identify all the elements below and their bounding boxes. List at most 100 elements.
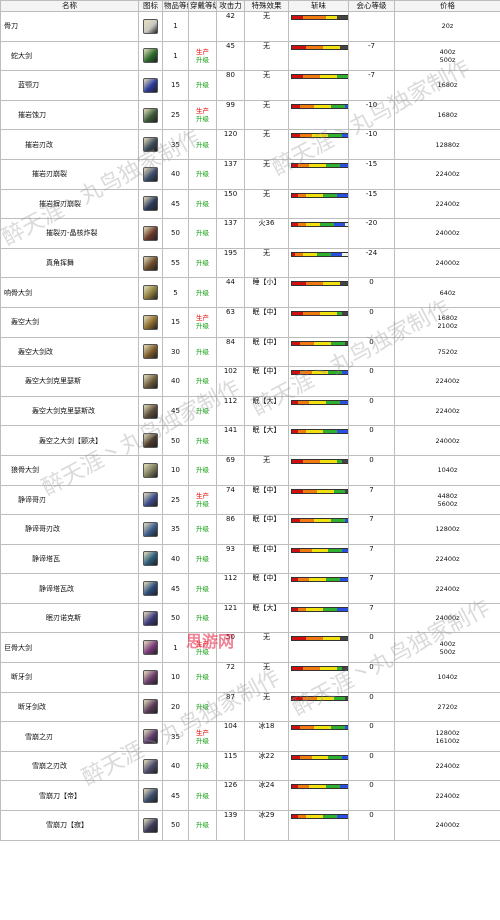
weapon-icon bbox=[143, 640, 158, 656]
craft-mode-cell: 升级 bbox=[188, 543, 217, 575]
sharpness-segment bbox=[303, 489, 318, 493]
weapon-name: 轰空之大剑【颤决】 bbox=[39, 436, 102, 445]
table-row: 雪崩刀【帝】 45 升级 126 冰24 0 22400z bbox=[0, 780, 500, 812]
craft-mode-cell: 生产 升级 bbox=[188, 484, 217, 516]
sharpness-cell bbox=[288, 602, 349, 634]
sharpness-cell bbox=[288, 277, 349, 308]
weapon-name-cell: 静谛塔瓦改 bbox=[0, 573, 139, 604]
affinity-cell: -20 bbox=[348, 218, 395, 249]
craft-mode-produce: 生产 bbox=[196, 491, 209, 500]
price-value: 1680z bbox=[437, 111, 458, 120]
sharpness-segment bbox=[300, 755, 312, 759]
sharpness-cell bbox=[288, 780, 349, 812]
craft-mode-cell: 升级 bbox=[188, 691, 217, 723]
craft-mode-upgrade: 升级 bbox=[196, 466, 209, 475]
sharpness-segment bbox=[292, 134, 301, 138]
sharpness-segment bbox=[292, 607, 298, 611]
sharpness-bar bbox=[291, 695, 348, 701]
sharpness-segment bbox=[317, 696, 334, 700]
price-value: 400z bbox=[439, 47, 456, 56]
sharpness-bar bbox=[291, 488, 348, 494]
rarity-cell: 55 bbox=[162, 247, 189, 279]
weapon-icon-cell bbox=[138, 218, 163, 249]
affinity-cell: -7 bbox=[348, 40, 395, 72]
sharpness-bar bbox=[291, 606, 348, 612]
sharpness-segment bbox=[319, 667, 337, 671]
effect-cell: 无 bbox=[244, 70, 289, 101]
rarity-cell: 25 bbox=[162, 99, 189, 131]
sharpness-bar bbox=[291, 103, 348, 109]
rarity-cell: 10 bbox=[162, 454, 189, 486]
weapon-name-cell: 雪崩之刃改 bbox=[0, 750, 139, 782]
sharpness-cell bbox=[288, 99, 349, 131]
price-value: 24000z bbox=[435, 614, 460, 623]
weapon-icon-cell bbox=[138, 40, 163, 72]
craft-mode-cell: 升级 bbox=[188, 602, 217, 634]
sharpness-segment bbox=[336, 193, 348, 197]
weapon-name: 断牙剑 bbox=[11, 673, 32, 682]
sharpness-segment bbox=[292, 400, 298, 404]
sharpness-segment bbox=[292, 16, 304, 19]
weapon-name: 响骨大剑 bbox=[4, 288, 32, 297]
effect-cell: 眠【中】 bbox=[244, 543, 289, 575]
price-value: 16100z bbox=[435, 736, 460, 745]
craft-mode-produce: 生产 bbox=[196, 314, 209, 323]
weapon-icon-cell bbox=[138, 70, 163, 101]
sharpness-segment bbox=[336, 667, 343, 671]
effect-cell: 睡【小】 bbox=[244, 277, 289, 308]
attack-cell: 141 bbox=[216, 425, 245, 456]
craft-mode-cell: 升级 bbox=[188, 129, 217, 160]
weapon-name: 摧岩蚀刀 bbox=[18, 111, 46, 120]
sharpness-segment bbox=[311, 548, 329, 552]
weapon-name: 轰空大剑改 bbox=[18, 347, 53, 356]
affinity-cell: 0 bbox=[348, 454, 395, 486]
craft-mode-upgrade: 升级 bbox=[196, 736, 209, 745]
table-body: 骨刀 1 42 无 20z 蛇大剑 1 生产 升级 45 无 -7 400z 500z 蓝颚刀 15 升级 80 无… bbox=[0, 11, 500, 841]
price-value: 22400z bbox=[435, 584, 460, 593]
header-icon: 图标 bbox=[138, 0, 163, 12]
price-cell: 24000z bbox=[394, 218, 500, 249]
craft-mode-upgrade: 升级 bbox=[196, 288, 209, 297]
rarity-cell: 50 bbox=[162, 218, 189, 249]
weapon-name-cell: 轰空大剑改 bbox=[0, 336, 139, 368]
sharpness-bar bbox=[291, 340, 348, 346]
sharpness-bar bbox=[291, 725, 348, 731]
attack-cell: 45 bbox=[216, 40, 245, 72]
sharpness-bar bbox=[291, 192, 348, 198]
weapon-icon-cell bbox=[138, 366, 163, 397]
price-cell: 22400z bbox=[394, 158, 500, 190]
weapon-icon-cell bbox=[138, 632, 163, 664]
header-sharpness: 斩味 bbox=[288, 0, 349, 12]
craft-mode-upgrade: 升级 bbox=[196, 436, 209, 445]
craft-mode-cell: 升级 bbox=[188, 277, 217, 308]
sharpness-segment bbox=[322, 193, 337, 197]
weapon-name: 雪崩刀【帝】 bbox=[39, 791, 81, 800]
price-value: 24000z bbox=[435, 821, 460, 830]
weapon-icon-cell bbox=[138, 721, 163, 752]
weapon-icon bbox=[143, 610, 158, 626]
table-row: 狼骨大剑 10 升级 69 无 0 1040z bbox=[0, 454, 500, 486]
sharpness-cell bbox=[288, 188, 349, 220]
sharpness-segment bbox=[331, 726, 346, 730]
sharpness-cell bbox=[288, 484, 349, 516]
effect-cell: 无 bbox=[244, 40, 289, 72]
weapon-icon-cell bbox=[138, 277, 163, 308]
craft-mode-upgrade: 升级 bbox=[196, 821, 209, 830]
sharpness-segment bbox=[292, 578, 298, 582]
weapon-icon bbox=[143, 285, 158, 301]
weapon-name-cell: 眠刃诺克斯 bbox=[0, 602, 139, 634]
price-value: 22400z bbox=[435, 377, 460, 386]
sharpness-segment bbox=[319, 311, 337, 315]
rarity-cell: 35 bbox=[162, 514, 189, 545]
weapon-name-cell: 雪崩刀【帝】 bbox=[0, 780, 139, 812]
sharpness-segment bbox=[322, 637, 340, 641]
header-rarity: 物品等级 bbox=[162, 0, 189, 12]
sharpness-segment bbox=[342, 134, 348, 138]
table-row: 蛇大剑 1 生产 升级 45 无 -7 400z 500z bbox=[0, 40, 500, 72]
table-row: 摧岩摒刃崩裂 45 升级 150 无 -15 22400z bbox=[0, 188, 500, 220]
sharpness-segment bbox=[303, 75, 320, 79]
rarity-cell: 1 bbox=[162, 11, 189, 42]
attack-cell: 137 bbox=[216, 158, 245, 190]
sharpness-segment bbox=[308, 163, 326, 167]
craft-mode-upgrade: 升级 bbox=[196, 762, 209, 771]
